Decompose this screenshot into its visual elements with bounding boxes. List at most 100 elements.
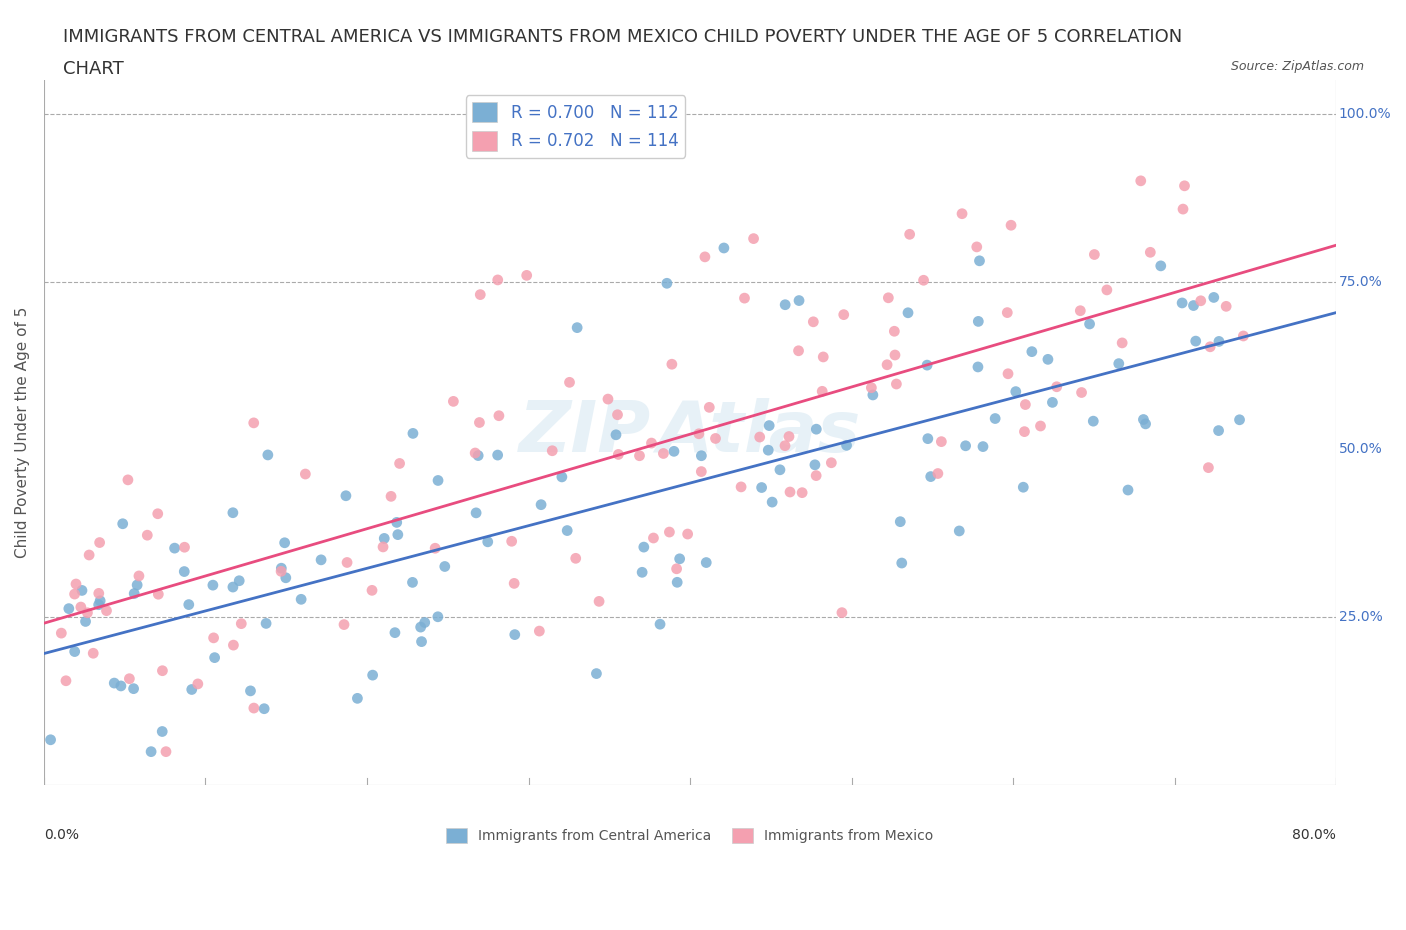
Text: CHART: CHART (63, 60, 124, 78)
Point (413, 615, 436, 630)
Point (917, 432, 939, 446)
Point (927, 466, 949, 481)
Point (426, 609, 449, 624)
Point (1229, 412, 1251, 427)
Point (488, 408, 510, 423)
Point (690, 464, 713, 479)
Point (371, 539, 394, 554)
Point (163, 540, 186, 555)
Point (835, 438, 858, 453)
Point (243, 700, 266, 715)
Point (294, 467, 316, 482)
Point (742, 232, 765, 246)
Point (1014, 424, 1036, 439)
Point (1135, 417, 1157, 432)
Point (756, 443, 779, 458)
Point (820, 456, 842, 471)
Point (111, 516, 134, 531)
Point (87, 597, 110, 612)
Point (806, 421, 828, 436)
Point (1021, 344, 1043, 359)
Point (596, 392, 619, 406)
Point (690, 448, 713, 463)
Text: 0.0%: 0.0% (44, 828, 79, 842)
Point (997, 366, 1019, 381)
Point (486, 272, 509, 287)
Point (995, 305, 1018, 320)
Point (1132, 412, 1154, 427)
Point (898, 227, 921, 242)
Point (697, 400, 720, 415)
Point (1014, 397, 1036, 412)
Point (640, 435, 662, 450)
Point (257, 447, 280, 462)
Point (173, 539, 195, 554)
Point (831, 605, 853, 620)
Point (588, 594, 610, 609)
Point (966, 239, 988, 254)
Point (385, 515, 408, 530)
Point (1129, 173, 1152, 188)
Point (1004, 384, 1026, 399)
Text: ZIP Atlas: ZIP Atlas (519, 398, 862, 467)
Point (222, 638, 245, 653)
Point (1083, 247, 1105, 262)
Legend: Immigrants from Central America, Immigrants from Mexico: Immigrants from Central America, Immigra… (441, 823, 939, 849)
Point (1182, 299, 1205, 313)
Point (503, 627, 526, 642)
Point (773, 438, 796, 453)
Point (564, 551, 586, 565)
Point (1184, 334, 1206, 349)
Point (380, 489, 402, 504)
Point (468, 415, 491, 430)
Point (1208, 334, 1230, 349)
Point (222, 505, 245, 520)
Point (89, 593, 111, 608)
Point (778, 429, 800, 444)
Point (773, 298, 796, 312)
Point (173, 565, 195, 579)
Point (832, 307, 855, 322)
Point (565, 320, 588, 335)
Point (388, 456, 411, 471)
Point (139, 744, 162, 759)
Point (1000, 218, 1022, 232)
Point (751, 480, 773, 495)
Point (1197, 460, 1219, 475)
Point (877, 290, 900, 305)
Point (152, 663, 174, 678)
Point (643, 530, 665, 545)
Point (1069, 303, 1091, 318)
Point (117, 472, 139, 487)
Point (779, 485, 801, 499)
Point (1116, 483, 1139, 498)
Point (1042, 395, 1064, 410)
Point (1173, 179, 1195, 193)
Point (931, 434, 953, 449)
Point (1232, 328, 1254, 343)
Point (811, 384, 834, 399)
Point (606, 407, 628, 422)
Point (876, 357, 898, 372)
Text: 100.0%: 100.0% (1339, 107, 1392, 121)
Point (1012, 480, 1035, 495)
Point (897, 305, 920, 320)
Point (734, 291, 756, 306)
Point (1202, 290, 1225, 305)
Point (551, 470, 574, 485)
Point (361, 583, 384, 598)
Point (150, 724, 173, 739)
Point (541, 444, 564, 458)
Point (585, 666, 607, 681)
Point (813, 350, 835, 365)
Text: Source: ZipAtlas.com: Source: ZipAtlas.com (1230, 60, 1364, 73)
Point (402, 426, 425, 441)
Point (1083, 414, 1105, 429)
Point (467, 448, 489, 463)
Point (658, 525, 681, 539)
Point (920, 469, 942, 484)
Point (1095, 283, 1118, 298)
Point (761, 495, 783, 510)
Point (222, 579, 245, 594)
Point (75, 614, 97, 629)
